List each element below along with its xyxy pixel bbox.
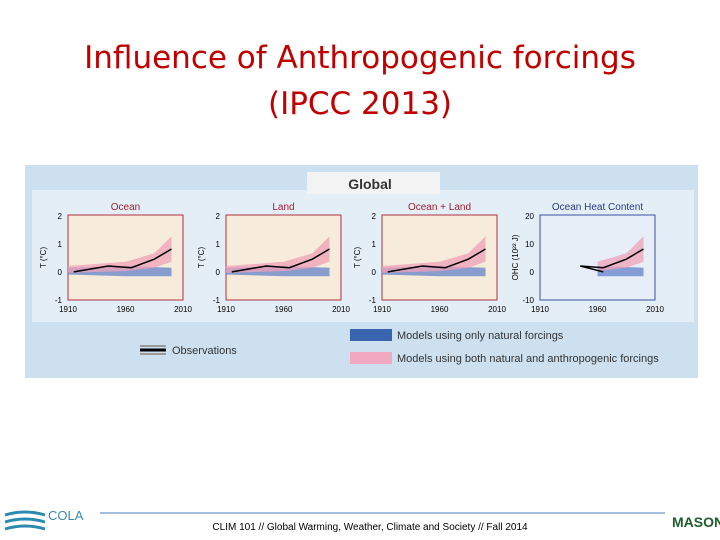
legend-swatch: [350, 352, 392, 364]
anthro-band: [68, 236, 172, 273]
y-tick-label: 2: [216, 212, 221, 221]
y-tick-label: 2: [58, 212, 63, 221]
right-logo: MASON: [672, 514, 720, 530]
y-tick-label: 1: [216, 240, 221, 249]
x-tick-label: 1960: [431, 305, 449, 314]
x-tick-label: 1910: [373, 305, 391, 314]
x-tick-label: 1910: [59, 305, 77, 314]
observations: [73, 248, 172, 273]
title-line: (IPCC 2013): [267, 86, 453, 122]
x-tick-label: 1910: [531, 305, 549, 314]
anthro-band: [226, 236, 330, 273]
x-tick-label: 2010: [646, 305, 664, 314]
anthro-band: [597, 236, 644, 273]
y-tick-label: 0: [530, 268, 535, 277]
panel-title: Ocean + Land: [408, 202, 471, 213]
y-axis-label: T (°C): [353, 247, 362, 269]
panel-title: Ocean Heat Content: [552, 202, 643, 213]
x-tick-label: 1960: [117, 305, 135, 314]
observations: [387, 248, 486, 273]
y-tick-label: -1: [55, 296, 63, 305]
panel-title: Ocean: [111, 202, 140, 213]
title-line: Influence of Anthropogenic forcings: [84, 40, 636, 76]
y-tick-label: 10: [525, 240, 534, 249]
anthro-band: [382, 236, 486, 273]
y-tick-label: 1: [372, 240, 377, 249]
y-tick-label: -1: [369, 296, 377, 305]
y-tick-label: 1: [58, 240, 63, 249]
observations: [231, 248, 330, 273]
panel-title: Land: [272, 202, 294, 213]
y-tick-label: 0: [58, 268, 63, 277]
legend-swatch: [350, 329, 392, 341]
x-tick-label: 2010: [488, 305, 506, 314]
y-axis-label: OHC (10²² J): [511, 234, 520, 280]
x-tick-label: 1960: [275, 305, 293, 314]
y-axis-label: T (°C): [197, 247, 206, 269]
observations: [580, 248, 644, 273]
y-tick-label: 0: [372, 268, 377, 277]
x-tick-label: 1910: [217, 305, 235, 314]
y-tick-label: 0: [216, 268, 221, 277]
y-tick-label: -10: [522, 296, 534, 305]
y-tick-label: 20: [525, 212, 534, 221]
y-tick-label: -1: [213, 296, 221, 305]
legend-label: Models using both natural and anthropoge…: [397, 353, 659, 365]
y-axis-label: T (°C): [39, 247, 48, 269]
heading-box: [307, 172, 440, 194]
figure-heading: Global: [348, 176, 392, 192]
footer-text: CLIM 101 // Global Warming, Weather, Cli…: [212, 522, 528, 533]
x-tick-label: 1960: [589, 305, 607, 314]
legend-label: Observations: [172, 345, 237, 357]
x-tick-label: 2010: [332, 305, 350, 314]
left-logo: COLA: [48, 508, 84, 523]
y-tick-label: 2: [372, 212, 377, 221]
x-tick-label: 2010: [174, 305, 192, 314]
logo-waves: [4, 510, 46, 531]
legend-label: Models using only natural forcings: [397, 330, 564, 342]
